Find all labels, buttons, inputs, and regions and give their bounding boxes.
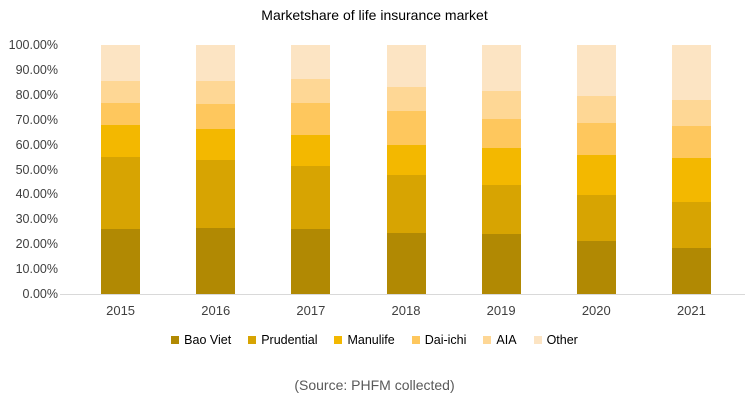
bar-segment-prudential-2018 <box>386 175 426 234</box>
bar-segment-dai-ichi-2017 <box>291 102 331 136</box>
bar-segment-manulife-2020 <box>576 154 616 195</box>
legend-swatch-icon <box>483 336 492 344</box>
bar-segment-other-2017 <box>291 45 331 80</box>
x-axis-label-2017: 2017 <box>296 303 326 318</box>
y-axis-tick-label: 90.00% <box>15 62 58 77</box>
legend-item-manulife: Manulife <box>334 333 395 347</box>
y-axis-tick-label: 20.00% <box>15 237 58 252</box>
bar-segment-other-2020 <box>576 45 616 96</box>
bar-segment-bao-viet-2019 <box>481 233 521 294</box>
bar-segment-aia-2020 <box>576 95 616 124</box>
bar-segment-dai-ichi-2016 <box>196 103 236 129</box>
legend-item-prudential: Prudential <box>248 333 317 347</box>
bar-segment-prudential-2019 <box>481 184 521 234</box>
x-axis-line <box>60 294 745 295</box>
y-axis-tick-label: 70.00% <box>15 112 58 127</box>
bar-segment-prudential-2017 <box>291 166 331 229</box>
legend-label: Dai-ichi <box>424 333 467 347</box>
legend-item-dai-ichi: Dai-ichi <box>411 333 467 347</box>
x-axis-label-2020: 2020 <box>581 303 611 318</box>
legend: Bao Viet Prudential Manulife Dai-ichi AIA Oth… <box>0 332 749 348</box>
y-axis-tick-label: 10.00% <box>15 262 58 277</box>
legend-swatch-icon <box>411 336 420 344</box>
bar-segment-aia-2017 <box>291 79 331 103</box>
source-note: (Source: PHFM collected) <box>294 377 455 393</box>
bar-segment-manulife-2015 <box>101 125 141 158</box>
bar-segment-dai-ichi-2015 <box>101 102 141 126</box>
bar-segment-other-2019 <box>481 45 521 92</box>
bar-segment-other-2015 <box>101 45 141 81</box>
legend-item-aia: AIA <box>483 333 517 347</box>
bar-segment-aia-2015 <box>101 80 141 103</box>
bar-segment-manulife-2016 <box>196 128 236 160</box>
bar-segment-bao-viet-2015 <box>101 229 141 294</box>
x-axis-label-2018: 2018 <box>391 303 421 318</box>
bar-segment-prudential-2015 <box>101 157 141 230</box>
bar-segment-prudential-2016 <box>196 159 236 229</box>
y-axis-tick-label: 0.00% <box>22 287 58 301</box>
bar-segment-aia-2019 <box>481 91 521 119</box>
y-axis-tick-label: 30.00% <box>15 212 58 227</box>
legend-swatch-icon <box>533 336 542 344</box>
bar-segment-dai-ichi-2020 <box>576 123 616 155</box>
legend-swatch-icon <box>248 336 257 344</box>
legend-label: Bao Viet <box>184 333 232 347</box>
bar-segment-dai-ichi-2019 <box>481 118 521 149</box>
bar-segment-dai-ichi-2018 <box>386 111 426 145</box>
legend-label: Manulife <box>347 333 395 347</box>
bar-segment-bao-viet-2021 <box>671 248 711 294</box>
bar-segment-bao-viet-2020 <box>576 241 616 294</box>
chart-title: Marketshare of life insurance market <box>261 7 488 23</box>
bar-segment-bao-viet-2016 <box>196 228 236 294</box>
bar-segment-prudential-2020 <box>576 194 616 242</box>
y-axis-tick-label: 60.00% <box>15 137 58 152</box>
legend-label: Other <box>546 333 578 347</box>
x-axis-label-2021: 2021 <box>676 303 706 318</box>
legend-item-bao-viet: Bao Viet <box>171 333 231 347</box>
bar-segment-aia-2018 <box>386 87 426 112</box>
legend-label: AIA <box>496 333 517 347</box>
bar-segment-aia-2016 <box>196 80 236 104</box>
bar-segment-dai-ichi-2021 <box>671 125 711 158</box>
y-axis-tick-label: 80.00% <box>15 87 58 102</box>
y-axis-tick-label: 50.00% <box>15 162 58 177</box>
bar-segment-other-2016 <box>196 45 236 81</box>
y-axis-tick-label: 40.00% <box>15 187 58 202</box>
bar-segment-other-2018 <box>386 45 426 88</box>
x-axis-label-2016: 2016 <box>201 303 231 318</box>
y-axis-tick-label: 100.00% <box>8 38 58 52</box>
bar-segment-prudential-2021 <box>671 201 711 249</box>
x-axis-label-2019: 2019 <box>486 303 516 318</box>
bar-segment-aia-2021 <box>671 99 711 126</box>
bar-segment-manulife-2017 <box>291 135 331 166</box>
bar-segment-manulife-2019 <box>481 148 521 185</box>
legend-swatch-icon <box>171 336 180 344</box>
x-axis-label-2015: 2015 <box>106 303 136 318</box>
bar-segment-manulife-2018 <box>386 144 426 176</box>
legend-item-other: Other <box>533 333 578 347</box>
legend-label: Prudential <box>261 333 318 347</box>
bar-segment-other-2021 <box>671 45 711 100</box>
bar-segment-bao-viet-2017 <box>291 228 331 294</box>
bar-segment-bao-viet-2018 <box>386 233 426 294</box>
legend-swatch-icon <box>334 336 343 344</box>
bar-segment-manulife-2021 <box>671 157 711 202</box>
